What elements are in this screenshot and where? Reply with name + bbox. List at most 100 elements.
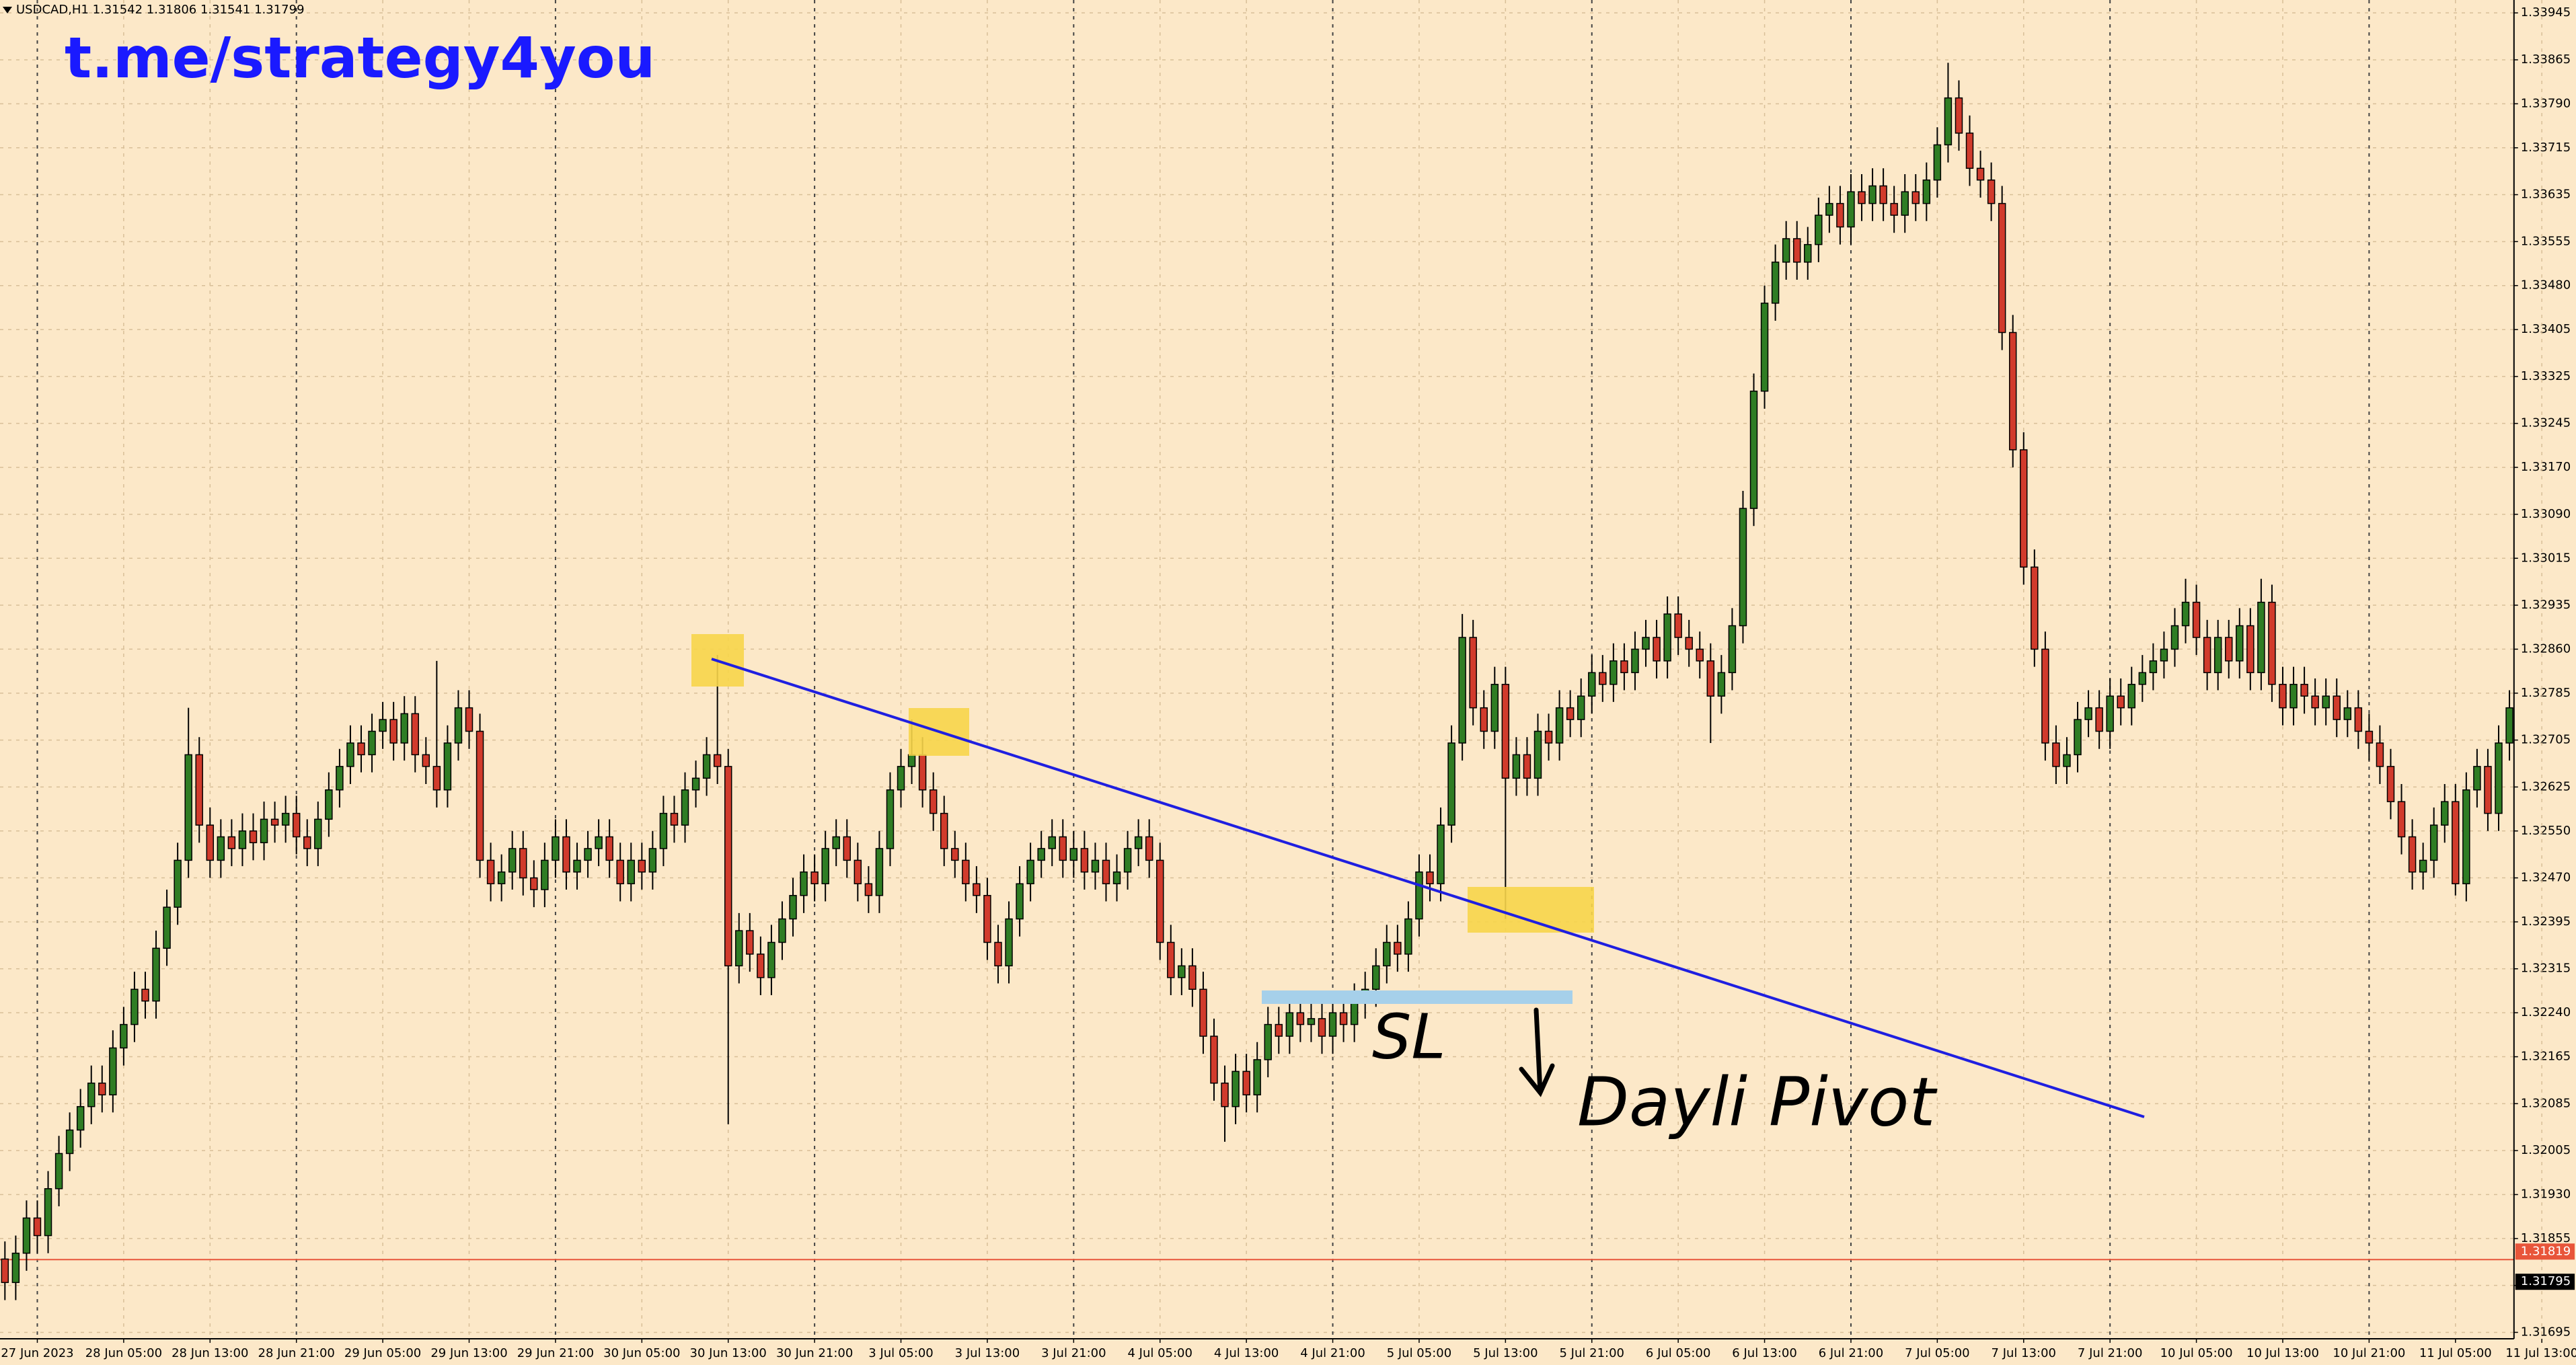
candle-body [33,1217,42,1237]
y-tick-label: 1.32165 [2521,1050,2571,1064]
candle-body [1037,848,1045,861]
y-tick-label: 1.33865 [2521,52,2571,67]
candle-body [918,754,927,791]
candle-body [2429,824,2438,861]
x-tick-label: 3 Jul 13:00 [955,1346,1020,1360]
price-label: 1.31819 [2521,1244,2571,1258]
candle-body [1275,1023,1283,1037]
candle-body [292,812,301,838]
candle-body [432,766,441,791]
candle-body [1490,684,1499,732]
candle-body [1804,243,1812,263]
candle-body [76,1105,85,1131]
x-tick-label: 4 Jul 05:00 [1127,1346,1192,1360]
candle-body [217,836,225,861]
candle-body [1696,648,1704,662]
watermark: t.me/strategy4you [65,25,655,91]
candle-body [940,812,948,849]
x-tick-label: 4 Jul 13:00 [1214,1346,1279,1360]
x-tick-label: 3 Jul 05:00 [868,1346,934,1360]
y-tick-label: 1.32785 [2521,686,2571,700]
y-tick-label: 1.33635 [2521,188,2571,202]
x-tick-label: 6 Jul 05:00 [1646,1346,1711,1360]
candle-body [1469,637,1477,709]
candle-body [1059,836,1067,861]
candle-body [1145,836,1153,861]
candle-body [270,818,279,826]
candle-body [1631,648,1639,674]
candle-body [411,713,419,756]
y-tick-label: 1.33555 [2521,234,2571,248]
candle-body [2181,601,2190,627]
candle-body [1998,202,2006,334]
candle-body [476,730,484,861]
candle-body [1221,1083,1229,1107]
y-tick-label: 1.32085 [2521,1096,2571,1110]
candle-body [1178,965,1186,978]
candle-body [659,812,668,849]
y-tick-label: 1.31855 [2521,1231,2571,1245]
y-tick-label: 1.32860 [2521,641,2571,656]
x-tick-label: 10 Jul 13:00 [2246,1346,2319,1360]
x-tick-label: 5 Jul 21:00 [1560,1346,1625,1360]
candle-body [152,947,160,1002]
candle-body [595,836,603,849]
sl-note: SL [1372,1001,1446,1072]
candle-body [627,859,635,885]
candle-body [2008,332,2017,451]
candle-body [2063,754,2071,767]
candle-body [552,836,560,861]
candle-body [616,859,624,885]
candle-body [2376,742,2384,767]
candle-body [1663,613,1671,662]
candle-body [2495,742,2503,814]
candle-body [44,1188,52,1237]
candle-body [325,789,333,820]
candle-body [2289,684,2298,709]
x-tick-label: 3 Jul 21:00 [1041,1346,1106,1360]
x-tick-label: 28 Jun 05:00 [85,1346,162,1360]
x-tick-label: 10 Jul 05:00 [2160,1346,2233,1360]
candle-body [1480,707,1488,732]
candle-body [1642,637,1650,650]
candle-body [1890,202,1898,216]
candle-body [1533,730,1542,779]
candle-body [497,871,506,885]
candle-body [346,742,354,767]
candle-body [508,848,517,873]
candle-body [1782,238,1790,263]
x-tick-label: 28 Jun 21:00 [258,1346,335,1360]
candle-body [1339,1012,1348,1025]
candle-body [422,754,430,767]
candle-body [2505,707,2513,744]
candle-body [1976,167,1985,181]
x-tick-label: 7 Jul 13:00 [1992,1346,2057,1360]
candle-body [2408,836,2417,873]
chart-title: USDCAD,H1 1.31542 1.31806 1.31541 1.3179… [16,3,305,17]
candle-body [1102,859,1110,885]
x-tick-label: 30 Jun 13:00 [690,1346,767,1360]
x-tick-label: 6 Jul 21:00 [1819,1346,1884,1360]
zone [1468,887,1594,933]
candle-body [1026,859,1034,885]
candle-body [454,707,463,744]
candle-body [1868,185,1877,204]
candle-body [1112,871,1121,885]
candle-body [2452,801,2460,885]
x-tick-label: 29 Jun 21:00 [517,1346,594,1360]
candle-body [336,766,344,791]
candle-body [1706,660,1715,697]
candle-body [1296,1012,1305,1025]
candle-body [2138,672,2147,685]
y-tick-label: 1.32005 [2521,1143,2571,1157]
candle-body [249,830,258,843]
candle-body [1609,660,1618,685]
sl-zone [1262,990,1573,1004]
candle-body [260,818,268,843]
y-tick-label: 1.32240 [2521,1005,2571,1019]
candle-body [1210,1036,1218,1084]
candle-body [757,953,765,978]
candle-body [2300,684,2308,697]
